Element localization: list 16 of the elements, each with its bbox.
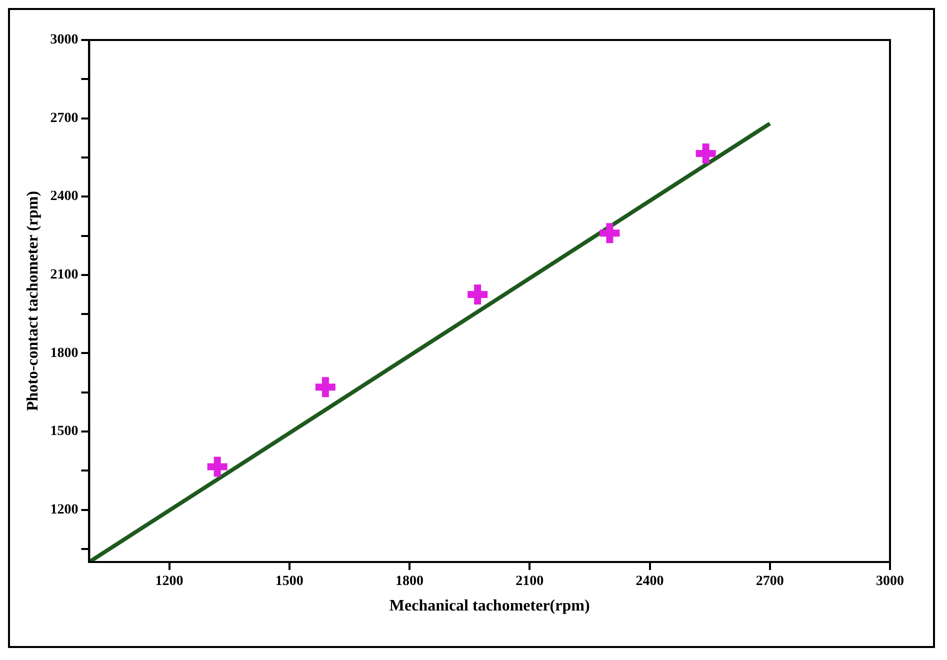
y-tick-label: 1800 — [50, 346, 78, 361]
y-tick-label: 3000 — [50, 32, 78, 48]
x-axis-title: Mechanical tachometer(rpm) — [389, 598, 590, 615]
x-tick-label: 2400 — [636, 574, 664, 590]
y-tick-label: 2400 — [50, 189, 78, 204]
x-tick-label: 2700 — [756, 574, 784, 590]
y-tick-label: 1500 — [50, 424, 78, 440]
y-tick-label: 2100 — [50, 268, 78, 283]
x-tick-label: 1200 — [155, 574, 184, 590]
y-tick-label: 2700 — [50, 110, 78, 126]
y-tick-label: 1200 — [50, 502, 78, 518]
x-tick-label: 2100 — [516, 574, 544, 590]
x-tick-label: 1500 — [275, 574, 304, 590]
x-tick-label: 1800 — [396, 574, 424, 590]
y-axis-title: Photo-contact tachometer (rpm) — [24, 190, 42, 412]
x-tick-label: 3000 — [876, 574, 904, 590]
